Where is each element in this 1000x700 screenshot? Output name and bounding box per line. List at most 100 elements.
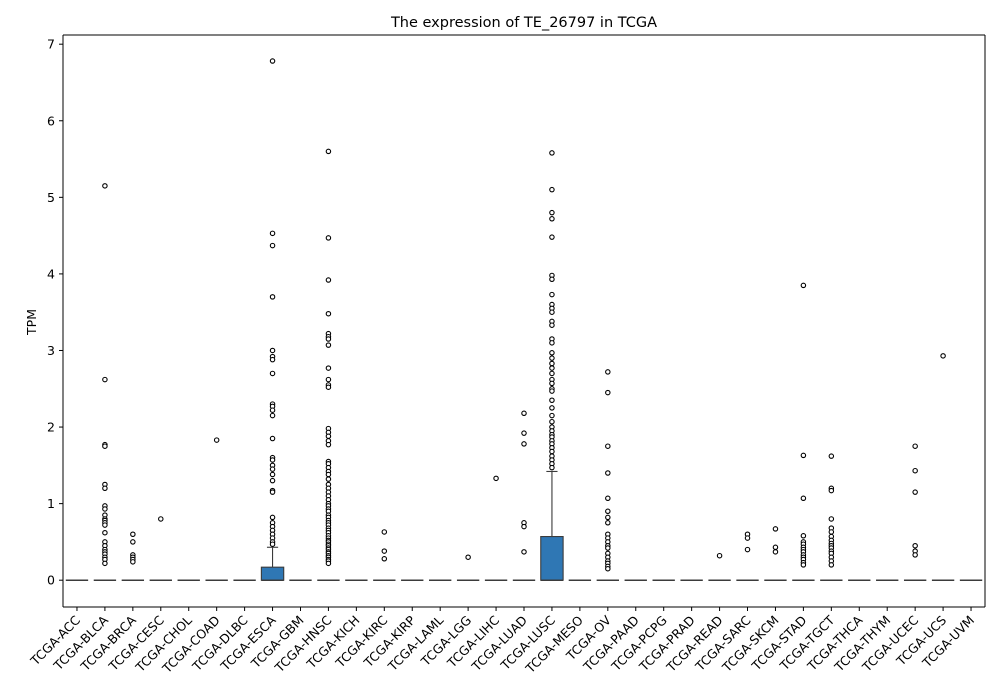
outlier-point [130,559,136,565]
outlier-point [828,529,835,535]
outlier-point [325,235,332,241]
outlier-point [772,549,779,555]
outlier-point [828,562,835,568]
outlier-point [130,539,136,545]
outlier-point [269,541,276,547]
y-tick-label: 7 [47,37,55,52]
outlier-point [269,489,276,495]
outlier-point [325,342,332,348]
outlier-point [912,467,918,474]
outlier-point [325,441,332,448]
outlier-point [102,529,108,536]
outlier-point [102,506,108,512]
outlier-point [213,437,220,443]
outlier-point [549,448,555,455]
outlier-point [549,418,555,425]
outlier-point [269,230,276,237]
outlier-point [269,242,276,249]
outlier-point [772,526,779,532]
outlier-point [130,531,136,538]
outlier-point [549,370,555,377]
outlier-point [521,430,527,436]
outlier-point [521,410,527,417]
outlier-point [549,360,555,367]
outlier-point [521,523,527,530]
outlier-point [102,485,108,492]
outlier-point [549,322,555,328]
outlier-point [325,476,332,482]
outlier-point [828,487,835,494]
outlier-point [912,443,918,449]
outlier-point [800,282,807,289]
outlier-point [744,535,751,541]
outlier-point [549,340,555,346]
outlier-point [381,556,388,562]
outlier-point [772,544,779,551]
outlier-point [605,520,611,526]
outlier-point [269,412,276,419]
y-tick-label: 1 [47,496,55,511]
outlier-point [325,310,332,317]
outlier-point [269,58,276,64]
box-tcga-lusc [540,536,564,581]
outlier-point [605,565,611,572]
outlier-point [800,495,807,502]
box-tcga-esca [260,566,285,581]
outlier-point [940,353,946,359]
y-tick-label: 4 [47,266,55,281]
outlier-point [549,388,555,394]
outlier-point [912,542,918,549]
outlier-point [269,407,276,413]
outlier-point [549,309,555,315]
outlier-point [605,514,611,521]
outlier-point [493,475,499,482]
outlier-point [828,453,835,459]
outlier-point [605,389,611,396]
outlier-point [800,533,807,539]
outlier-point [269,435,276,442]
outlier-point [549,464,555,471]
outlier-point [605,443,611,449]
outlier-point [549,276,555,283]
outlier-point [605,470,611,476]
outlier-point [269,347,276,354]
outlier-point [912,552,918,558]
y-tick-label: 3 [47,343,55,358]
outlier-point [269,477,276,484]
outlier-point [325,277,332,283]
outlier-point [549,380,555,387]
outlier-point [269,356,276,363]
y-tick-label: 2 [47,420,55,435]
outlier-point [605,545,611,551]
outlier-point [549,355,555,361]
outlier-point [549,150,555,156]
outlier-point [269,514,276,521]
outlier-point [549,186,555,193]
outlier-point [381,529,388,535]
y-tick-label: 5 [47,190,55,205]
outlier-point [465,554,471,560]
outlier-point [800,452,807,459]
outlier-point [269,370,276,377]
outlier-point [102,183,108,189]
outlier-point [605,508,611,515]
outlier-point [269,466,276,472]
outlier-point [605,495,611,502]
outlier-point [325,384,332,390]
outlier-point [549,216,555,222]
outlier-point [102,376,108,383]
outlier-point [102,560,108,567]
chart-title: The expression of TE_26797 in TCGA [390,15,657,31]
outlier-point [549,350,555,356]
outlier-point [800,562,807,568]
y-tick-label: 6 [47,113,55,128]
outlier-point [381,548,388,554]
outlier-point [102,443,108,449]
outlier-point [325,471,332,478]
outlier-point [325,148,332,155]
plot-area: 01234567TCGA-ACCTCGA-BLCATCGA-BRCATCGA-C… [27,34,986,677]
outlier-point [549,291,555,298]
outlier-point [102,522,108,528]
y-axis-label: TPM [24,309,39,336]
